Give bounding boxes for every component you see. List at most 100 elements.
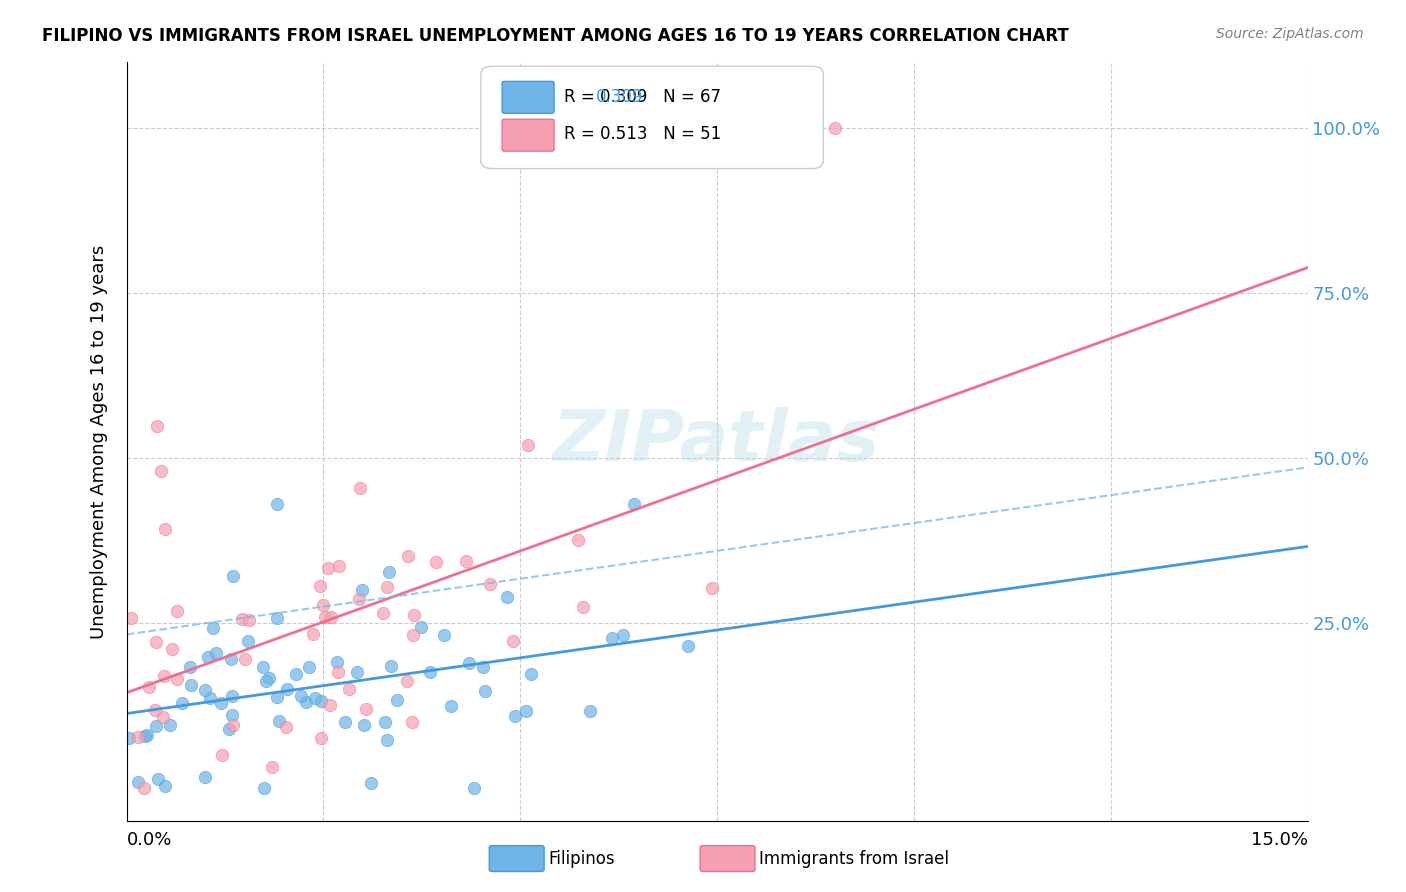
Text: FILIPINO VS IMMIGRANTS FROM ISRAEL UNEMPLOYMENT AMONG AGES 16 TO 19 YEARS CORREL: FILIPINO VS IMMIGRANTS FROM ISRAEL UNEMP…	[42, 27, 1069, 45]
Point	[231, 612, 253, 626]
Point	[118, 731, 141, 746]
Point	[337, 681, 360, 696]
Point	[152, 710, 174, 724]
Point	[298, 660, 321, 674]
Point	[316, 561, 339, 575]
Point	[380, 659, 402, 673]
Y-axis label: Unemployment Among Ages 16 to 19 years: Unemployment Among Ages 16 to 19 years	[90, 244, 108, 639]
Point	[478, 577, 501, 591]
Point	[252, 660, 274, 674]
Point	[197, 650, 219, 665]
Point	[159, 717, 181, 731]
Point	[472, 660, 495, 674]
Point	[456, 554, 478, 568]
Point	[495, 590, 517, 604]
Point	[198, 690, 221, 705]
Point	[266, 610, 288, 624]
Point	[515, 704, 537, 718]
Point	[120, 611, 142, 625]
Point	[236, 634, 259, 648]
Point	[463, 780, 485, 795]
Point	[266, 497, 288, 511]
Point	[201, 621, 224, 635]
Point	[148, 772, 170, 787]
Point	[505, 709, 527, 723]
Point	[309, 694, 332, 708]
Point	[353, 717, 375, 731]
Point	[257, 671, 280, 685]
Text: 0.309: 0.309	[595, 87, 643, 105]
Point	[387, 693, 409, 707]
Point	[211, 748, 233, 763]
Point	[326, 665, 349, 679]
Point	[440, 699, 463, 714]
Point	[579, 704, 602, 718]
Point	[396, 673, 419, 688]
Point	[375, 733, 398, 747]
Point	[309, 731, 332, 745]
Point	[166, 604, 188, 618]
Point	[260, 760, 283, 774]
Text: 0.0%: 0.0%	[127, 830, 172, 848]
Text: Filipinos: Filipinos	[548, 850, 614, 868]
Point	[419, 665, 441, 680]
Point	[374, 715, 396, 730]
Point	[290, 689, 312, 703]
Point	[153, 779, 176, 793]
Point	[138, 680, 160, 694]
FancyBboxPatch shape	[502, 81, 554, 113]
Point	[149, 464, 172, 478]
Point	[155, 522, 177, 536]
Point	[194, 770, 217, 784]
Point	[371, 606, 394, 620]
Point	[285, 667, 308, 681]
Point	[377, 580, 399, 594]
Point	[170, 696, 193, 710]
Point	[377, 565, 399, 579]
Point	[179, 660, 201, 674]
Point	[166, 672, 188, 686]
Point	[222, 718, 245, 732]
Point	[360, 776, 382, 790]
Point	[312, 598, 335, 612]
Point	[143, 703, 166, 717]
Point	[253, 780, 276, 795]
Point	[319, 610, 342, 624]
Point	[308, 579, 330, 593]
Point	[567, 533, 589, 547]
Point	[160, 642, 183, 657]
Point	[209, 696, 232, 710]
Point	[134, 729, 156, 743]
Point	[347, 591, 370, 606]
Point	[520, 667, 543, 681]
Point	[304, 691, 326, 706]
Point	[276, 681, 298, 696]
Point	[194, 683, 217, 698]
Text: ZIPatlas: ZIPatlas	[554, 407, 880, 476]
Point	[127, 775, 149, 789]
Point	[295, 695, 318, 709]
Point	[145, 718, 167, 732]
Point	[180, 678, 202, 692]
Point	[132, 780, 155, 795]
Point	[319, 698, 342, 713]
Point	[354, 702, 377, 716]
Text: 15.0%: 15.0%	[1250, 830, 1308, 848]
Point	[612, 628, 634, 642]
Point	[145, 419, 167, 434]
Text: Source: ZipAtlas.com: Source: ZipAtlas.com	[1216, 27, 1364, 41]
Point	[474, 684, 496, 698]
Point	[433, 628, 456, 642]
Point	[325, 655, 347, 669]
Text: R = 0.513   N = 51: R = 0.513 N = 51	[564, 126, 721, 144]
Point	[402, 628, 425, 642]
Point	[517, 438, 540, 452]
Point	[145, 635, 167, 649]
Point	[274, 720, 297, 734]
Point	[352, 582, 374, 597]
Point	[702, 582, 724, 596]
Point	[267, 714, 290, 728]
Point	[222, 569, 245, 583]
Point	[218, 722, 240, 736]
Text: Immigrants from Israel: Immigrants from Israel	[759, 850, 949, 868]
